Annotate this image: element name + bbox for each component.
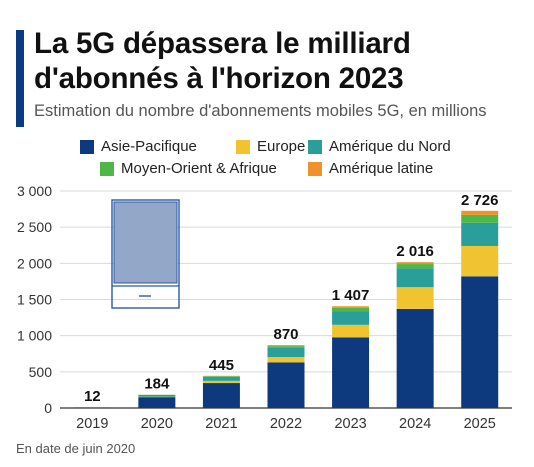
y-tick-label: 2 500 [17,219,52,235]
bar-2024-europe [397,287,434,309]
bar-2022-europe [268,357,305,362]
x-tick-label-2019: 2019 [76,416,108,432]
y-tick-label: 500 [29,364,53,380]
total-label-2023: 1 407 [332,287,370,304]
x-tick-label-2021: 2021 [205,416,237,432]
bar-2023-europe [332,325,369,338]
y-tick-label: 1 000 [17,328,52,344]
bar-2025-am-rique-latine [461,211,498,215]
bar-2024-am-rique-latine [397,262,434,264]
bar-2023-am-rique-du-nord [332,311,369,325]
y-axis-ticks: 0 500 1 000 1 500 2 000 2 500 3 000 [17,183,52,416]
bar-2025-am-rique-du-nord [461,223,498,246]
total-label-2021: 445 [209,357,234,374]
bar-2025-asie-pacifique [461,276,498,408]
bar-2024-am-rique-du-nord [397,268,434,287]
bar-2024-moyen-orient-afrique [397,264,434,268]
bar-2021-moyen-orient-afrique [203,376,240,377]
x-tick-label-2022: 2022 [270,416,302,432]
y-tick-label: 2 000 [17,255,52,271]
bar-2022-moyen-orient-afrique [268,346,305,348]
x-tick-label-2020: 2020 [141,416,173,432]
x-tick-label-2024: 2024 [399,416,431,432]
phone-icon [112,200,179,308]
bar-2022-am-rique-latine [268,345,305,346]
x-axis-ticks: 2019 2020 2021 2022 2023 2024 2025 [76,416,496,432]
total-label-2025: 2 726 [461,192,499,209]
bar-2023-am-rique-latine [332,306,369,308]
total-label-2022: 870 [273,326,298,343]
bar-2025-europe [461,246,498,276]
bar-2021-am-rique-du-nord [203,377,240,381]
bar-2023-moyen-orient-afrique [332,308,369,311]
y-tick-label: 3 000 [17,183,52,199]
footnote: En date de juin 2020 [16,441,135,456]
bar-2021-asie-pacifique [203,383,240,408]
bar-2021-europe [203,381,240,383]
bar-2023-asie-pacifique [332,337,369,408]
x-tick-label-2023: 2023 [334,416,366,432]
bar-2022-asie-pacifique [268,362,305,408]
y-tick-label: 1 500 [17,292,52,308]
y-tick-label: 0 [44,400,52,416]
total-label-2020: 184 [144,376,170,393]
bar-2024-asie-pacifique [397,309,434,408]
bar-2022-am-rique-du-nord [268,348,305,357]
total-label-2019: 12 [84,388,101,405]
total-label-2024: 2 016 [396,243,434,260]
x-tick-label-2025: 2025 [464,416,496,432]
bar-2020-asie-pacifique [138,397,175,408]
bar-2020-am-rique-du-nord [138,395,175,397]
bar-2025-moyen-orient-afrique [461,215,498,223]
